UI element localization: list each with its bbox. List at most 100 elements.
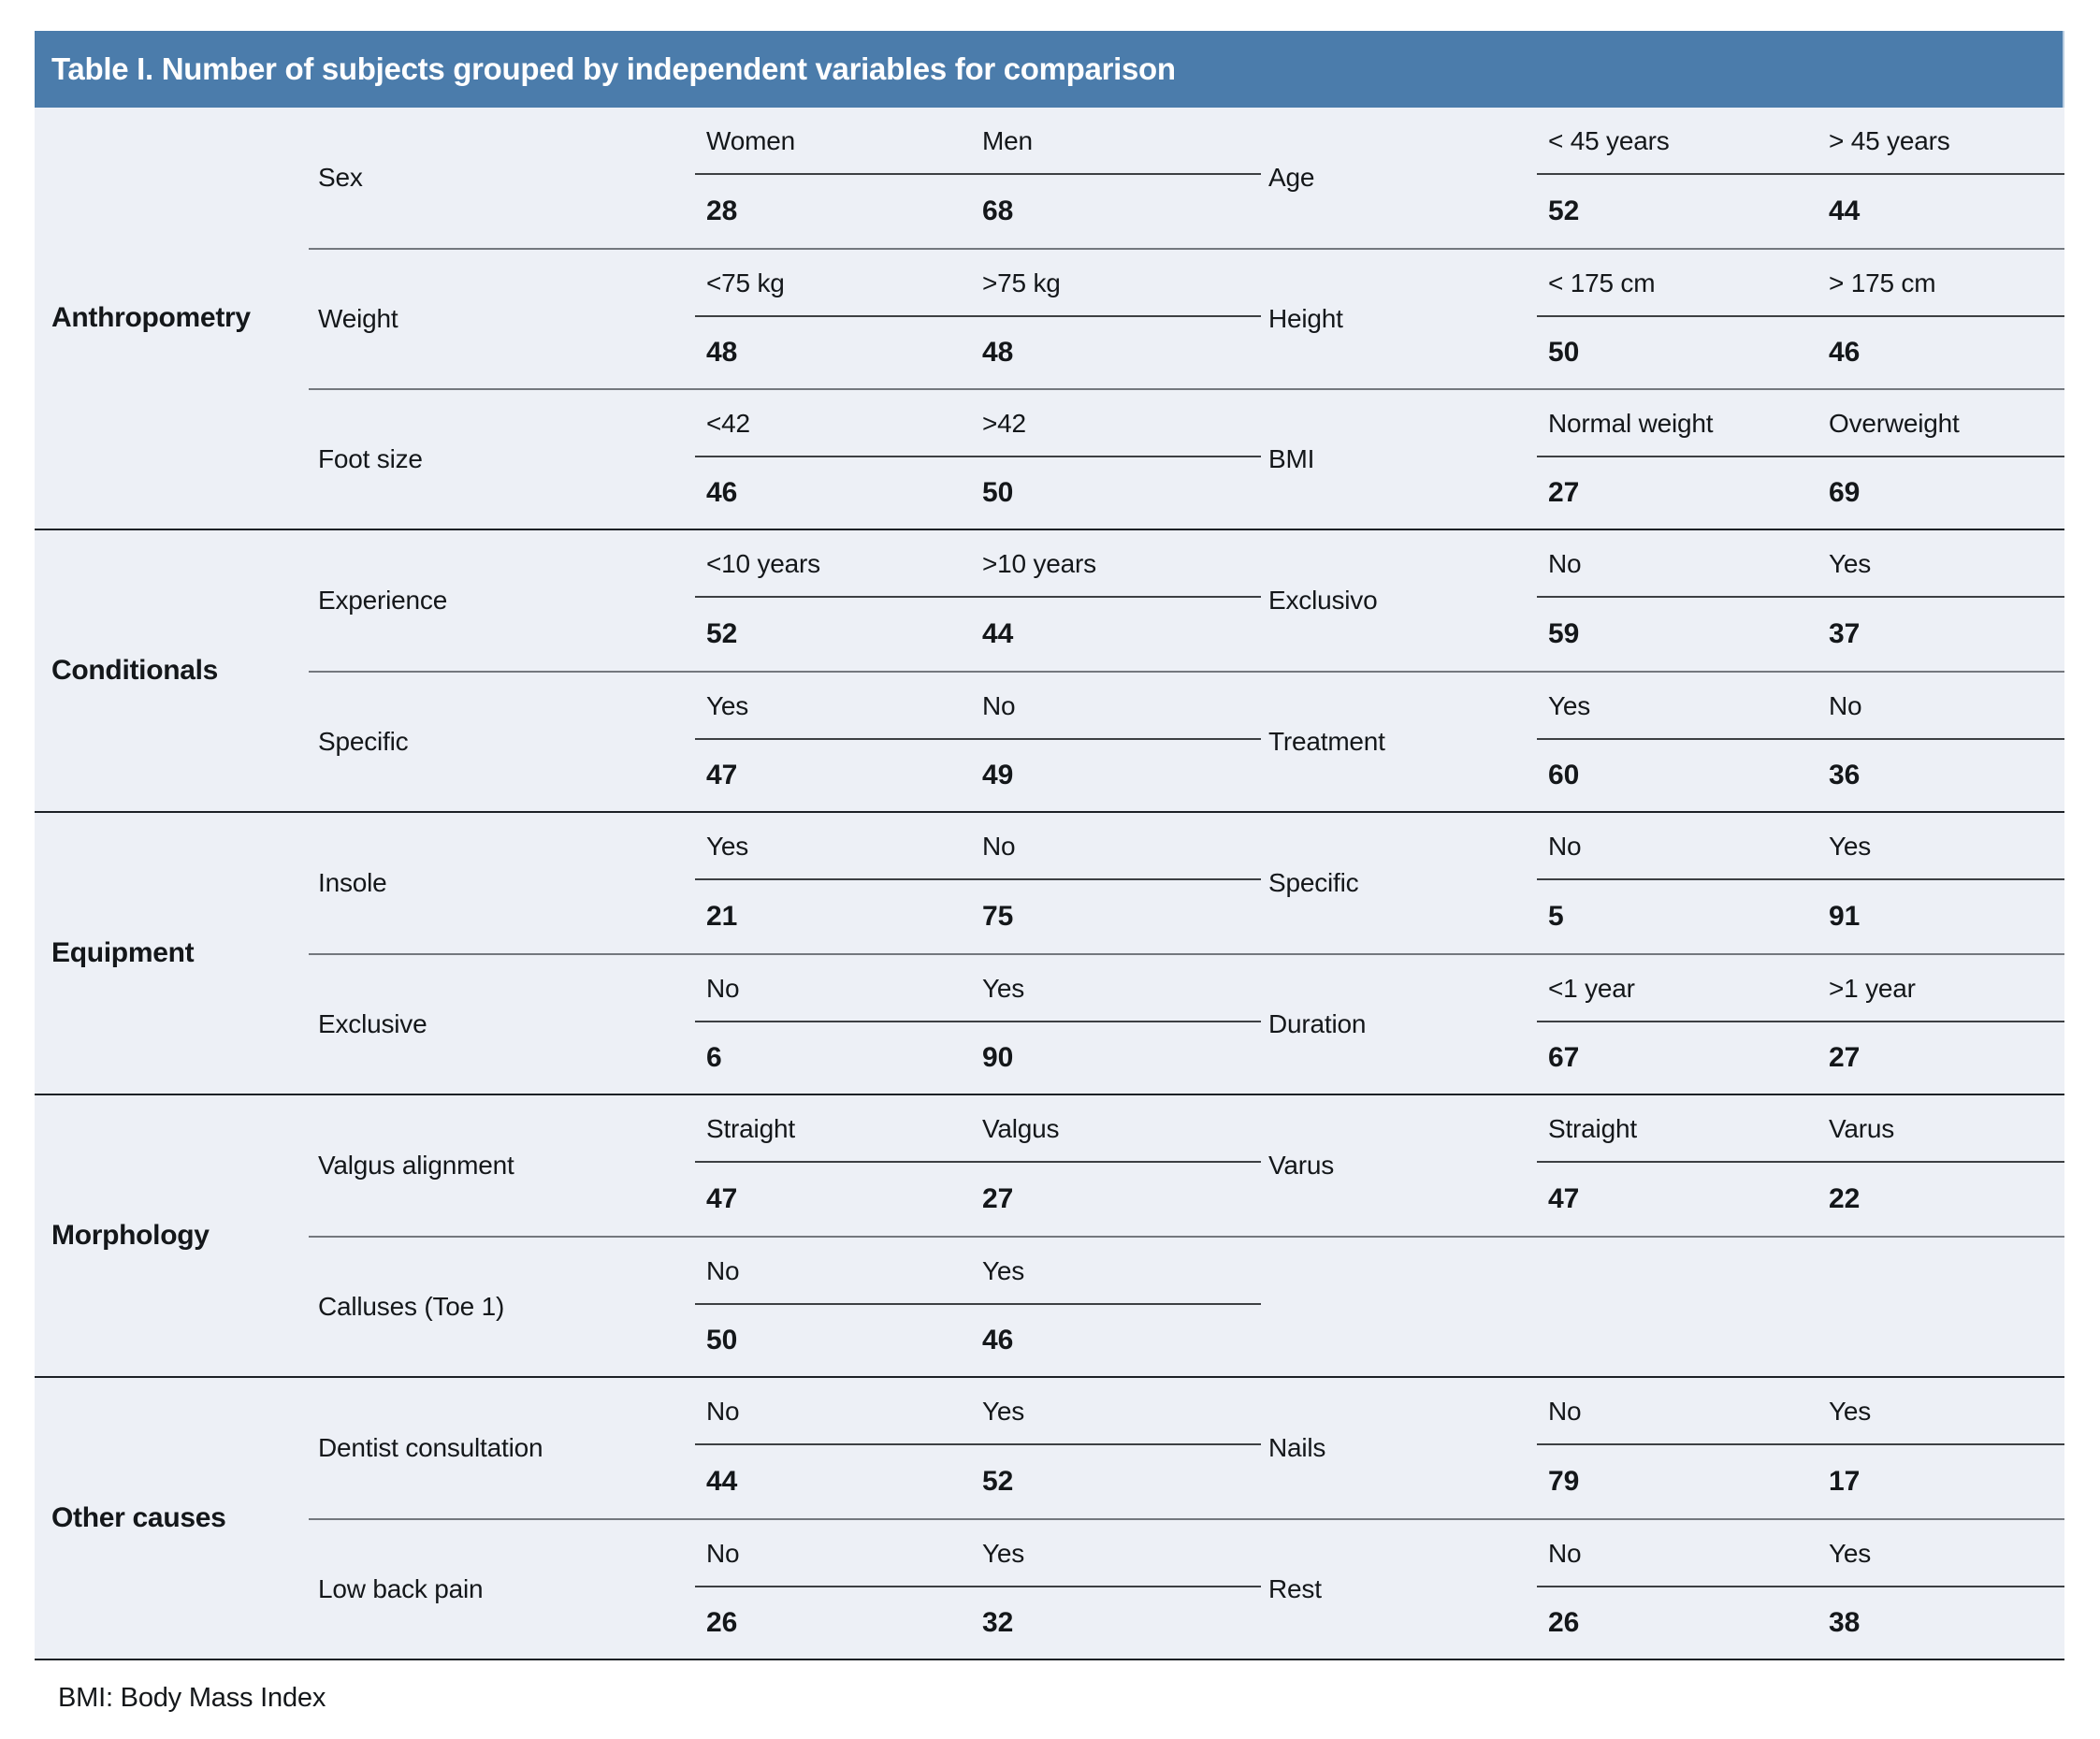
category-label: No (1548, 1397, 1582, 1426)
table-row: Low back pain No 26 Yes 32 Rest No 26 Yes 38 (309, 1518, 2064, 1659)
count-value: 21 (706, 901, 738, 932)
table-row: Dentist consultation No 44 Yes 52 Nails No… (309, 1378, 2064, 1518)
category-label: Yes (1829, 549, 1872, 578)
count-value: 79 (1548, 1466, 1580, 1497)
divider-line (1537, 1161, 2064, 1163)
divider-line (695, 878, 1261, 880)
category-label: No (1829, 691, 1862, 720)
count-value: 69 (1829, 477, 1861, 508)
section-morphology: Morphology Valgus alignment Straight 47 V… (35, 1094, 2064, 1376)
divider-line (1537, 1021, 2064, 1022)
table-row: Exclusive No 6 Yes 90 Duration <1 year 67 >… (309, 953, 2064, 1094)
divider-line (1537, 1443, 2064, 1445)
table-row: Sex Women 28 Men 68 Age < 45 years 52 > 45 … (309, 108, 2064, 248)
table-row: Calluses (Toe 1) No 50 Yes 46 (309, 1236, 2064, 1376)
count-value: 52 (1548, 196, 1580, 226)
table-title: Table I. Number of subjects grouped by i… (51, 51, 1176, 86)
count-value: 32 (982, 1607, 1014, 1638)
section-anthropometry: Anthropometry Sex Women 28 Men 68 Age < 45… (35, 108, 2064, 529)
count-value: 38 (1829, 1607, 1861, 1638)
category-label: No (706, 1256, 740, 1285)
category-label: Yes (982, 1256, 1025, 1285)
variable-label: Calluses (Toe 1) (318, 1292, 505, 1321)
category-label: Yes (982, 1539, 1025, 1568)
count-value: 44 (1829, 196, 1861, 226)
group-label: Morphology (51, 1220, 210, 1251)
divider-line (695, 315, 1261, 317)
empty-cell (1537, 1238, 1818, 1376)
category-label: Yes (1829, 832, 1872, 861)
category-label: Men (982, 126, 1033, 155)
category-label: No (1548, 1539, 1582, 1568)
count-value: 50 (982, 477, 1014, 508)
group-label: Conditionals (51, 655, 219, 686)
count-value: 26 (706, 1607, 738, 1638)
divider-line (695, 1161, 1261, 1163)
count-value: 46 (982, 1325, 1014, 1355)
variable-label: Specific (318, 727, 409, 756)
group-label: Equipment (51, 937, 195, 968)
count-value: 46 (1829, 337, 1861, 368)
category-label: No (982, 691, 1016, 720)
variable-label: Dentist consultation (318, 1433, 543, 1462)
count-value: 52 (706, 618, 738, 649)
table-row: Specific Yes 47 No 49 Treatment Yes 60 No 36 (309, 671, 2064, 811)
category-label: Straight (706, 1114, 795, 1143)
count-value: 68 (982, 196, 1014, 226)
category-label: Valgus (982, 1114, 1060, 1143)
category-label: No (706, 1539, 740, 1568)
count-value: 67 (1548, 1042, 1580, 1073)
empty-cell (1818, 1238, 2064, 1376)
category-label: Overweight (1829, 409, 1960, 438)
category-label: >42 (982, 409, 1026, 438)
count-value: 48 (706, 337, 738, 368)
count-value: 27 (1829, 1042, 1861, 1073)
category-label: Yes (706, 691, 749, 720)
table-row: Experience <10 years 52 >10 years 44 Exclu… (309, 530, 2064, 671)
divider-line (1537, 1586, 2064, 1587)
count-value: 60 (1548, 760, 1580, 790)
divider-line (695, 596, 1261, 598)
count-value: 27 (982, 1183, 1014, 1214)
category-label: Varus (1829, 1114, 1895, 1143)
category-label: Yes (982, 1397, 1025, 1426)
category-label: >10 years (982, 549, 1096, 578)
section-conditionals: Conditionals Experience <10 years 52 >10 … (35, 529, 2064, 811)
count-value: 6 (706, 1042, 722, 1073)
variable-label: Height (1268, 304, 1343, 333)
category-label: < 175 cm (1548, 268, 1656, 297)
variable-label: Specific (1268, 868, 1359, 897)
category-label: Yes (1548, 691, 1591, 720)
count-value: 47 (1548, 1183, 1580, 1214)
section-equipment: Equipment Insole Yes 21 No 75 Specific No 5… (35, 811, 2064, 1094)
variable-label: Duration (1268, 1009, 1367, 1038)
group-label: Anthropometry (51, 302, 251, 333)
table-row: Weight <75 kg 48 >75 kg 48 Height < 175 cm… (309, 248, 2064, 388)
category-label: Straight (1548, 1114, 1637, 1143)
category-label: No (706, 974, 740, 1003)
table-row: Valgus alignment Straight 47 Valgus 27 Var… (309, 1095, 2064, 1236)
variable-label: Valgus alignment (318, 1151, 514, 1180)
count-value: 28 (706, 196, 738, 226)
count-value: 47 (706, 760, 738, 790)
section-other-causes: Other causes Dentist consultation No 44 Y… (35, 1376, 2064, 1659)
variable-label: Weight (318, 304, 398, 333)
group-label: Other causes (51, 1502, 226, 1533)
count-value: 47 (706, 1183, 738, 1214)
variable-label: Foot size (318, 444, 423, 473)
divider-line (1537, 315, 2064, 317)
divider-line (695, 456, 1261, 457)
divider-line (1537, 738, 2064, 740)
category-label: > 45 years (1829, 126, 1950, 155)
variable-label: Rest (1268, 1574, 1322, 1603)
variable-label: Insole (318, 868, 387, 897)
category-label: Normal weight (1548, 409, 1714, 438)
table-row: Foot size <42 46 >42 50 BMI Normal weight 2… (309, 388, 2064, 529)
variable-label: Experience (318, 586, 448, 615)
category-label: No (1548, 549, 1582, 578)
count-value: 27 (1548, 477, 1580, 508)
table-footnote: BMI: Body Mass Index (58, 1683, 326, 1713)
category-label: No (1548, 832, 1582, 861)
divider-line (695, 738, 1261, 740)
category-label: <10 years (706, 549, 820, 578)
